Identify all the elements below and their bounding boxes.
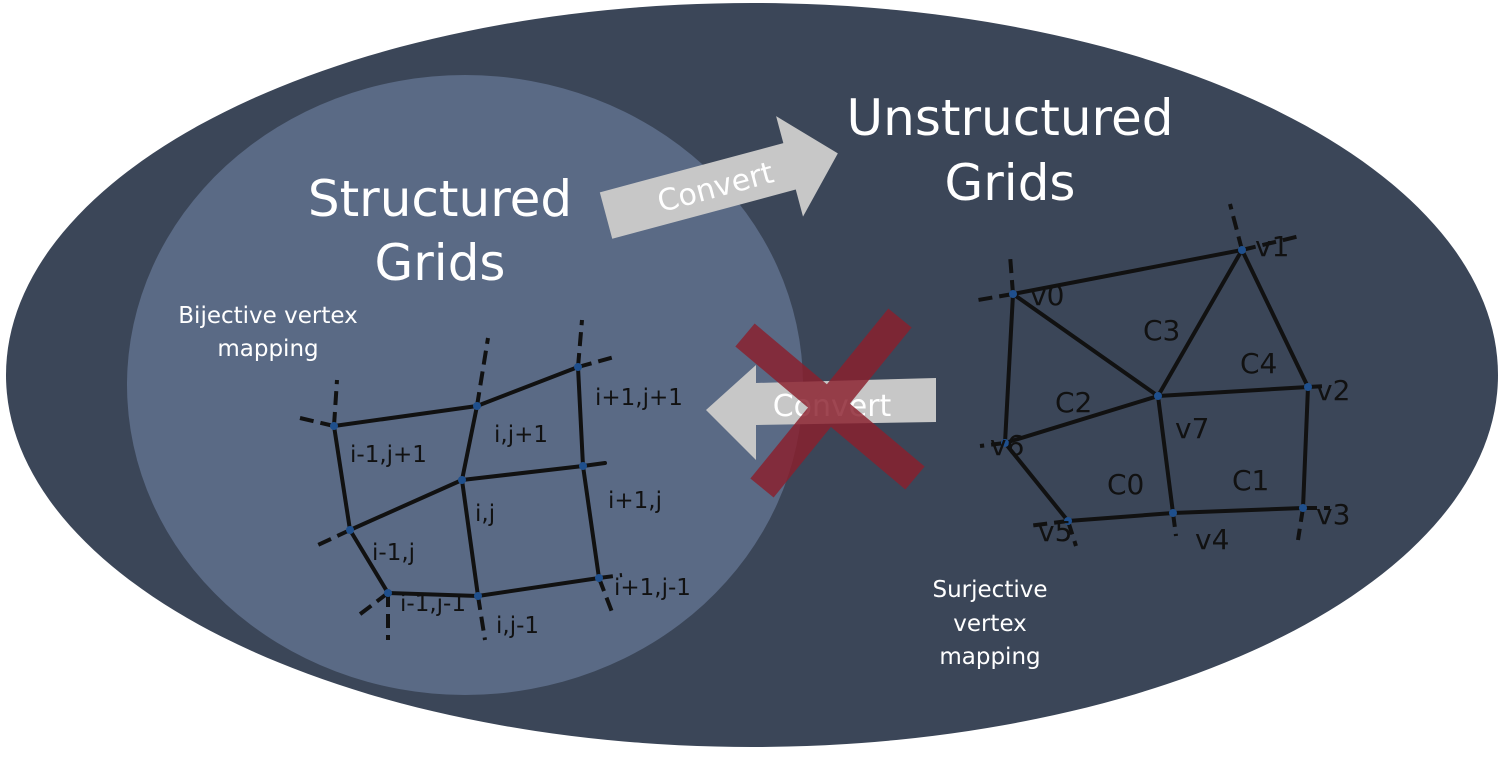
structured-grid-stubs bbox=[299, 319, 623, 641]
structured-title-line2: Grids bbox=[375, 234, 506, 292]
bijective-caption-line2: mapping bbox=[217, 336, 318, 362]
cell-label-c1: C1 bbox=[1232, 464, 1269, 497]
structured-grid-labels: i-1,j+1 i,j+1 i+1,j+1 i,j i+1,j i-1,j i-… bbox=[350, 385, 691, 639]
vertex-label-v5: v5 bbox=[1038, 515, 1072, 548]
cell-label-im1-j: i-1,j bbox=[372, 540, 415, 566]
cell-label-im1-jp1: i-1,j+1 bbox=[350, 442, 427, 468]
cell-label-im1-jm1: i-1,j-1 bbox=[400, 591, 466, 617]
unstructured-grid bbox=[1003, 248, 1310, 523]
vertex-label-v2: v2 bbox=[1316, 374, 1350, 407]
vertex-label-v6: v6 bbox=[990, 429, 1024, 462]
vertex-label-v4: v4 bbox=[1195, 523, 1229, 556]
unstructured-grid-labels: v0 v1 v2 v3 v4 v5 v6 v7 C0 C1 C2 C3 C4 bbox=[990, 230, 1350, 556]
cell-label-c4: C4 bbox=[1240, 347, 1277, 380]
unstructured-grid-nodes bbox=[1001, 246, 1312, 525]
structured-title-line1: Structured bbox=[308, 170, 572, 228]
cell-label-ip1-jp1: i+1,j+1 bbox=[595, 385, 683, 411]
cell-label-c0: C0 bbox=[1107, 468, 1144, 501]
vertex-label-v0: v0 bbox=[1030, 279, 1064, 312]
structured-grid bbox=[332, 365, 607, 598]
convert-forward-arrow-shape bbox=[599, 116, 838, 239]
surjective-caption-line3: mapping bbox=[939, 644, 1040, 670]
cell-label-i-jp1: i,j+1 bbox=[494, 422, 548, 448]
surjective-caption-line1: Surjective bbox=[933, 577, 1048, 603]
unstructured-title-line2: Grids bbox=[945, 154, 1076, 212]
cell-label-c2: C2 bbox=[1055, 386, 1092, 419]
not-allowed-cross-icon bbox=[735, 308, 925, 498]
cell-label-ip1-j: i+1,j bbox=[608, 488, 662, 514]
cell-label-i-jm1: i,j-1 bbox=[496, 613, 539, 639]
structured-grid-nodes bbox=[330, 363, 603, 600]
cell-label-ip1-jm1: i+1,j-1 bbox=[614, 575, 691, 601]
vertex-label-v1: v1 bbox=[1255, 230, 1289, 263]
vertex-label-v3: v3 bbox=[1316, 498, 1350, 531]
unstructured-title-line1: Unstructured bbox=[847, 89, 1174, 147]
surjective-caption-line2: vertex bbox=[953, 611, 1027, 637]
cell-label-i-j: i,j bbox=[475, 501, 495, 527]
vertex-label-v7: v7 bbox=[1175, 412, 1209, 445]
cell-label-c3: C3 bbox=[1143, 314, 1180, 347]
bijective-caption-line1: Bijective vertex bbox=[178, 303, 357, 329]
